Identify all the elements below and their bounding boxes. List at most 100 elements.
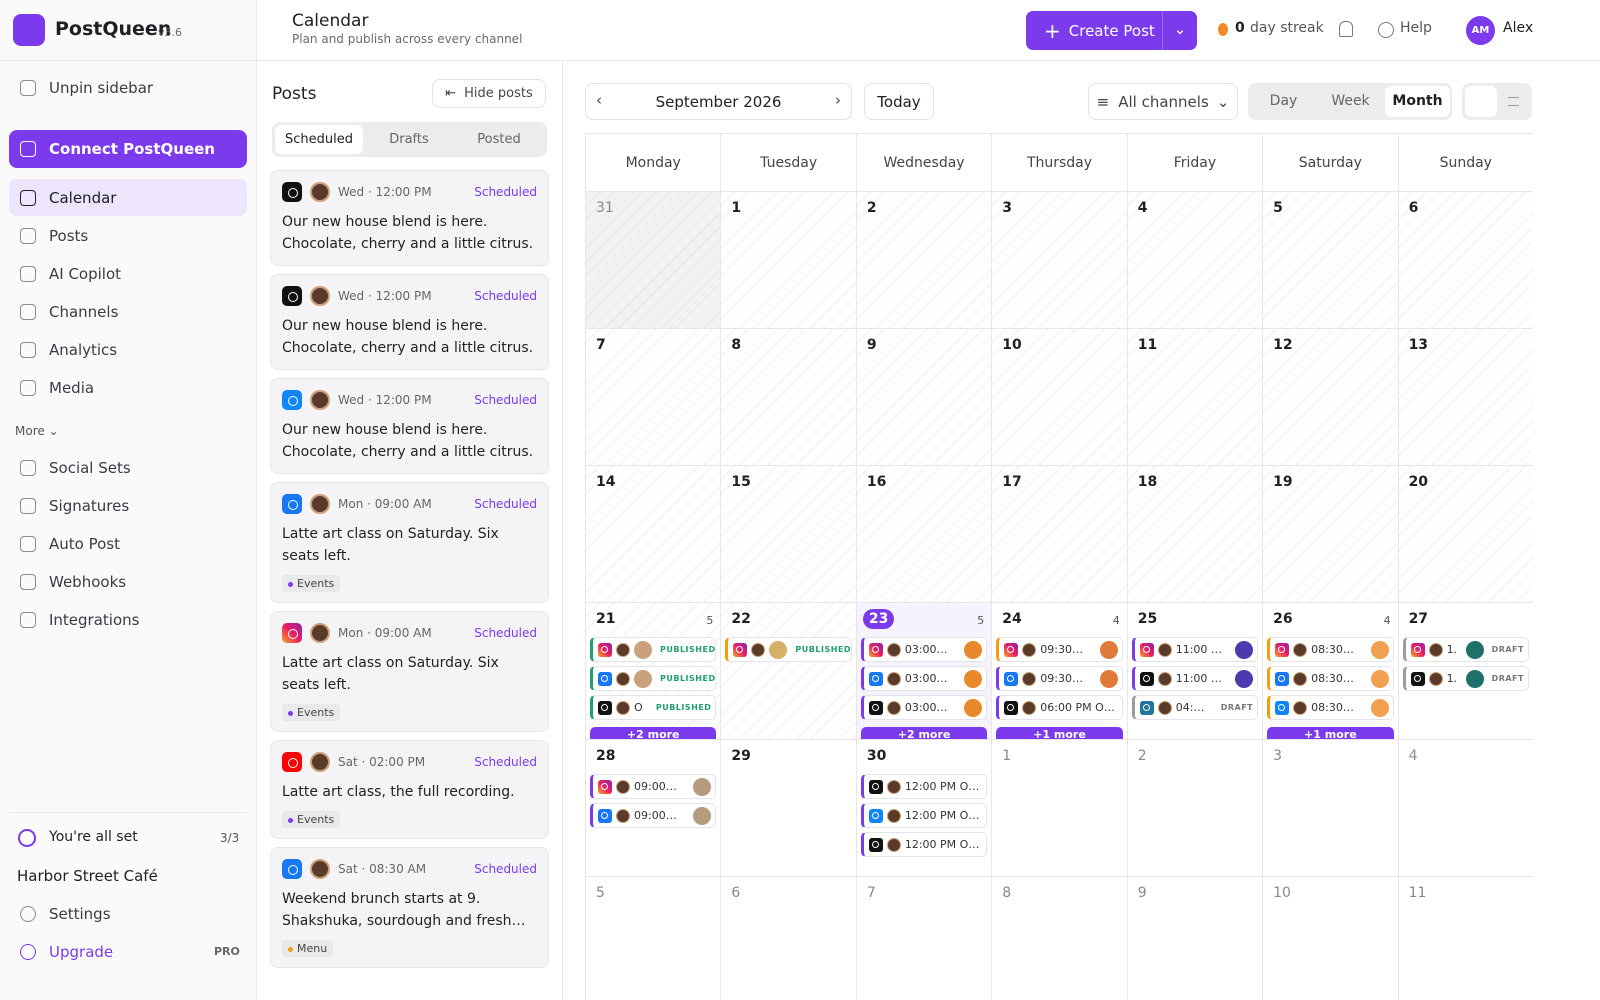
- day-cell[interactable]: 14: [586, 466, 722, 603]
- more-toggle[interactable]: More ⌄: [15, 424, 59, 438]
- calendar-event[interactable]: 12:00 PM O…: [860, 774, 988, 799]
- nav-item[interactable]: Signatures: [9, 487, 247, 524]
- day-cell[interactable]: 20: [1398, 466, 1533, 603]
- calendar-event[interactable]: 08:30…: [1267, 695, 1394, 720]
- day-cell[interactable]: 1: [992, 740, 1128, 877]
- post-card[interactable]: Sat · 02:00 PM Scheduled Latte art class, …: [270, 740, 549, 839]
- nav-item[interactable]: Social Sets: [9, 449, 247, 486]
- workspace[interactable]: Harbor Street Café: [17, 867, 158, 885]
- day-cell[interactable]: 11: [1127, 329, 1264, 466]
- calendar-event[interactable]: 1. DRAFT: [1402, 637, 1529, 662]
- day-cell[interactable]: 7: [586, 329, 722, 466]
- view-option[interactable]: Week: [1331, 93, 1370, 109]
- day-cell[interactable]: 15: [721, 466, 857, 603]
- nav-item[interactable]: Channels: [9, 293, 247, 330]
- day-cell[interactable]: 1: [721, 192, 857, 329]
- day-cell[interactable]: 2: [856, 192, 993, 329]
- day-cell[interactable]: 27 1. DRAFT 1. DRAFT: [1398, 603, 1533, 740]
- calendar-event[interactable]: PUBLISHED: [590, 637, 717, 662]
- day-cell[interactable]: 5: [586, 877, 722, 1000]
- calendar-event[interactable]: O PUBLISHED: [590, 695, 717, 720]
- bell-icon[interactable]: [1339, 21, 1353, 37]
- day-cell[interactable]: 9: [1128, 877, 1264, 1000]
- more-events[interactable]: +1 more: [996, 727, 1123, 739]
- day-cell[interactable]: 4: [1398, 740, 1533, 877]
- next[interactable]: ›: [835, 91, 841, 109]
- calendar-event[interactable]: 09:30…: [996, 666, 1123, 691]
- nav-item[interactable]: Calendar: [9, 179, 247, 216]
- nav-item[interactable]: Posts: [9, 217, 247, 254]
- nav-item[interactable]: Webhooks: [9, 563, 247, 600]
- day-cell[interactable]: 23 5 03:00… 03:00… 03:00… +2 more: [856, 603, 993, 740]
- unpin-sidebar[interactable]: Unpin sidebar: [9, 69, 247, 106]
- post-card[interactable]: Mon · 09:00 AM Scheduled Latte art class o…: [270, 611, 549, 732]
- prev[interactable]: ‹: [596, 91, 602, 109]
- calendar-event[interactable]: 03:00…: [860, 637, 988, 662]
- channel-filter[interactable]: ≡ All channels ⌄: [1088, 83, 1238, 120]
- day-cell[interactable]: 6: [721, 877, 857, 1000]
- calendar-event[interactable]: PUBLISHED: [725, 637, 852, 662]
- calendar-event[interactable]: 06:00 PM O…: [996, 695, 1123, 720]
- nav-item[interactable]: AI Copilot: [9, 255, 247, 292]
- post-card[interactable]: Mon · 09:00 AM Scheduled Latte art class o…: [270, 482, 549, 603]
- post-card[interactable]: Wed · 12:00 PM Scheduled Our new house ble…: [270, 170, 549, 266]
- create-post-button[interactable]: + Create Post ⌄: [1026, 11, 1197, 50]
- calendar-event[interactable]: 08:30…: [1267, 637, 1394, 662]
- day-cell[interactable]: 9: [856, 329, 993, 466]
- calendar-event[interactable]: 08:30…: [1267, 666, 1394, 691]
- post-card[interactable]: Sat · 08:30 AM Scheduled Weekend brunch st…: [270, 847, 549, 968]
- nav-item[interactable]: Media: [9, 369, 247, 406]
- calendar-event[interactable]: 12:00 PM O…: [860, 803, 988, 828]
- nav-item[interactable]: Integrations: [9, 601, 247, 638]
- day-cell[interactable]: 26 4 08:30… 08:30… 08:30… +1 more: [1263, 603, 1399, 740]
- day-cell[interactable]: 13: [1398, 329, 1533, 466]
- day-cell[interactable]: 8: [992, 877, 1128, 1000]
- day-cell[interactable]: 22 PUBLISHED: [721, 603, 857, 740]
- day-cell[interactable]: 31: [586, 192, 722, 329]
- day-cell[interactable]: 8: [721, 329, 857, 466]
- calendar-event[interactable]: 09:00…: [590, 803, 717, 828]
- day-cell[interactable]: 10: [992, 329, 1128, 466]
- post-card[interactable]: Wed · 12:00 PM Scheduled Our new house ble…: [270, 274, 549, 370]
- connect-button[interactable]: Connect PostQueen: [9, 130, 247, 168]
- calendar-event[interactable]: 09:00…: [590, 774, 717, 799]
- view-option[interactable]: Day: [1269, 93, 1298, 109]
- more-events[interactable]: +2 more: [860, 727, 988, 739]
- more-events[interactable]: +2 more: [590, 727, 717, 739]
- day-cell[interactable]: 21 5 PUBLISHED PUBLISHED O PUBLISHED +2 more: [586, 603, 722, 740]
- calendar-event[interactable]: 03:00…: [860, 695, 988, 720]
- settings[interactable]: Settings: [9, 895, 247, 932]
- post-card[interactable]: Wed · 12:00 PM Scheduled Our new house ble…: [270, 378, 549, 474]
- tab[interactable]: Posted: [477, 132, 521, 147]
- day-cell[interactable]: 25 11:00 … 11:00 … 04:… DRAFT: [1127, 603, 1264, 740]
- calendar-event[interactable]: 1. DRAFT: [1402, 666, 1529, 691]
- nav-item[interactable]: Analytics: [9, 331, 247, 368]
- nav-item[interactable]: Auto Post: [9, 525, 247, 562]
- calendar-event[interactable]: 11:00 …: [1131, 666, 1259, 691]
- calendar-event[interactable]: 12:00 PM O…: [860, 832, 988, 857]
- day-cell[interactable]: 10: [1263, 877, 1399, 1000]
- day-cell[interactable]: 30 12:00 PM O… 12:00 PM O… 12:00 PM O…: [856, 740, 993, 877]
- day-cell[interactable]: 11: [1399, 877, 1533, 1000]
- calendar-layout[interactable]: [1465, 86, 1497, 117]
- day-cell[interactable]: 4: [1127, 192, 1264, 329]
- user-avatar[interactable]: AM: [1466, 16, 1495, 45]
- upgrade[interactable]: Upgrade: [9, 933, 247, 970]
- tab[interactable]: Drafts: [389, 132, 429, 147]
- day-cell[interactable]: 3: [992, 192, 1128, 329]
- tab[interactable]: Scheduled: [275, 125, 363, 154]
- day-cell[interactable]: 2: [1127, 740, 1264, 877]
- day-cell[interactable]: 18: [1127, 466, 1264, 603]
- day-cell[interactable]: 3: [1263, 740, 1399, 877]
- today-button[interactable]: Today: [864, 83, 934, 120]
- day-cell[interactable]: 5: [1263, 192, 1399, 329]
- calendar-event[interactable]: 09:30…: [996, 637, 1123, 662]
- day-cell[interactable]: 19: [1263, 466, 1399, 603]
- day-cell[interactable]: 12: [1263, 329, 1399, 466]
- day-cell[interactable]: 6: [1398, 192, 1533, 329]
- help[interactable]: Help: [1400, 20, 1432, 36]
- more-events[interactable]: +1 more: [1267, 727, 1394, 739]
- calendar-event[interactable]: 11:00 …: [1131, 637, 1259, 662]
- view-option[interactable]: Month: [1385, 86, 1450, 117]
- day-cell[interactable]: 24 4 09:30… 09:30… 06:00 PM O… +1 more: [992, 603, 1128, 740]
